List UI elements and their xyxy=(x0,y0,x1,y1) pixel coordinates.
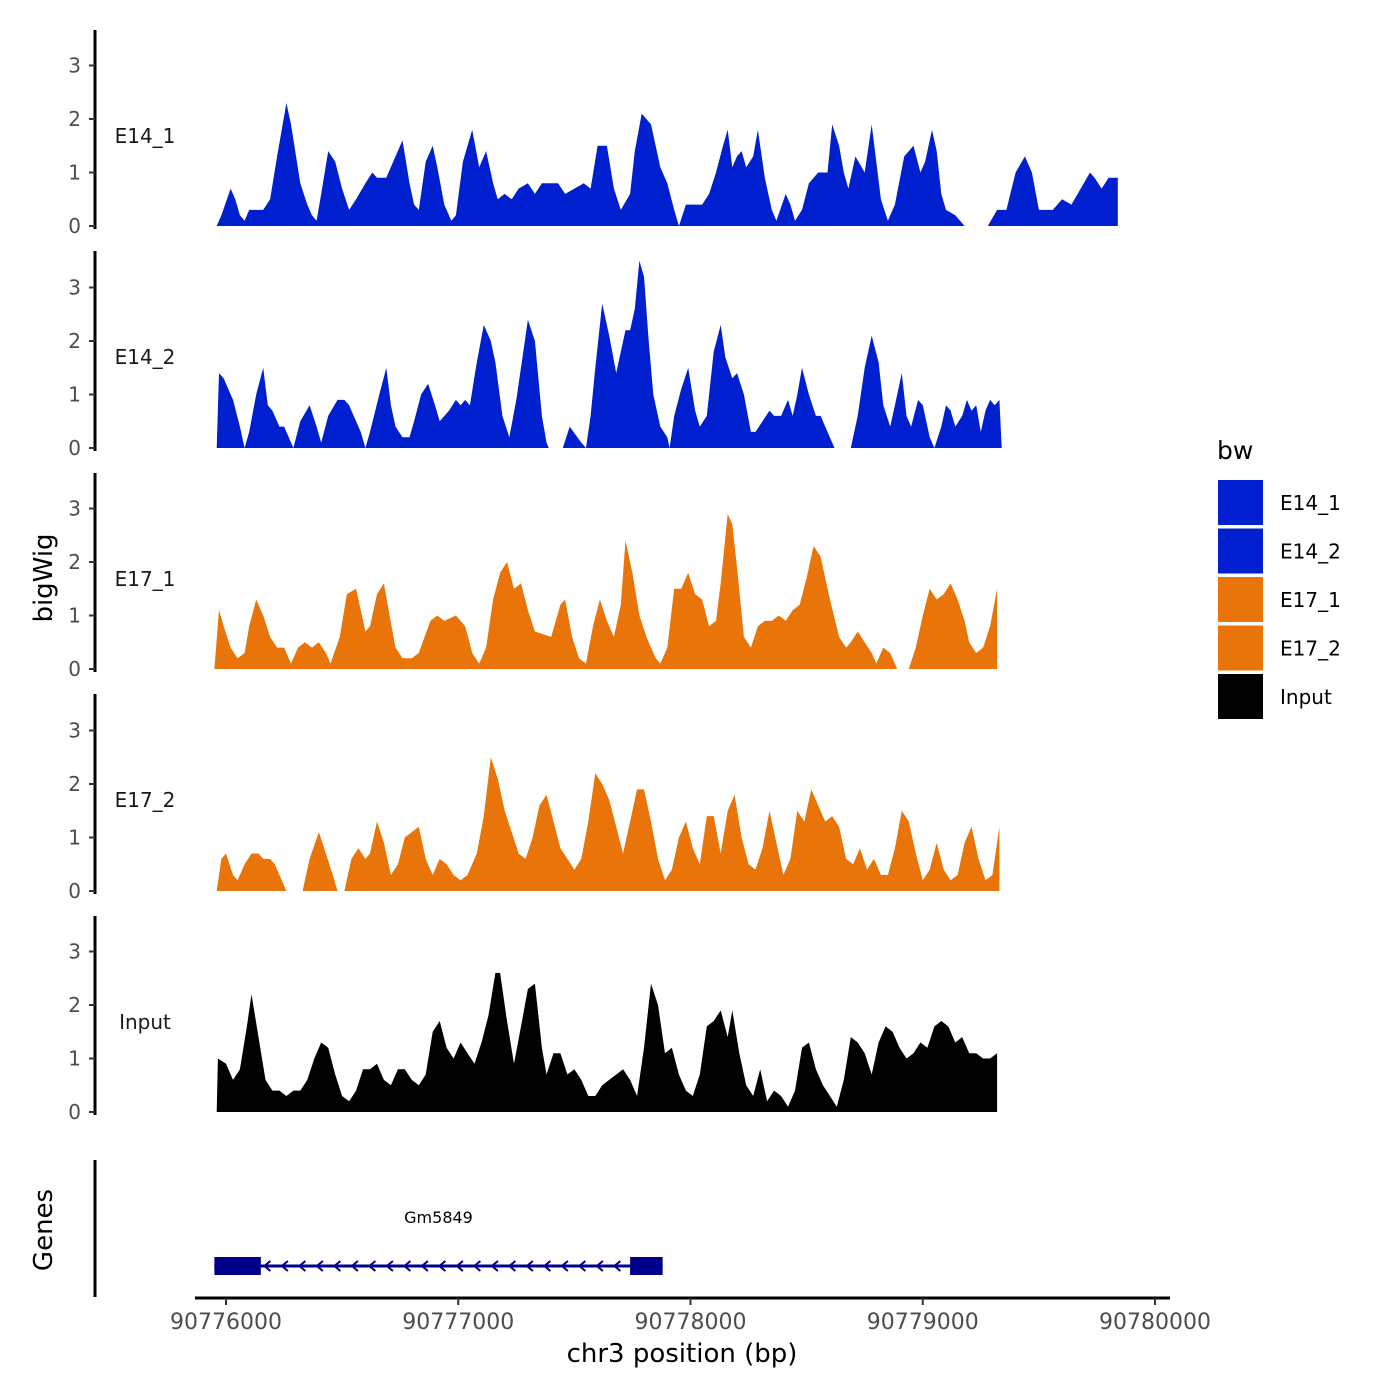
legend-swatch xyxy=(1218,480,1263,525)
y-tick-label: 1 xyxy=(68,826,81,850)
strand-arrow xyxy=(595,1260,604,1272)
genes-axis-title: Genes xyxy=(29,1189,59,1271)
y-tick-label: 3 xyxy=(68,940,81,964)
legend-label: E17_1 xyxy=(1280,588,1341,612)
x-tick-label: 90777000 xyxy=(402,1310,514,1335)
gene-exon xyxy=(214,1257,261,1275)
strand-arrow xyxy=(455,1260,464,1272)
strand-arrow xyxy=(262,1260,272,1272)
legend-swatch xyxy=(1218,577,1263,622)
strand-arrow xyxy=(420,1260,429,1272)
y-tick-label: 2 xyxy=(68,550,81,574)
strand-arrow xyxy=(402,1260,412,1272)
x-tick-label: 90778000 xyxy=(635,1310,747,1335)
x-tick-label: 90780000 xyxy=(1099,1310,1211,1335)
strand-arrow xyxy=(297,1260,307,1272)
x-axis: 90776000 90777000 90778000 90779000 90780000 xyxy=(170,1296,1211,1335)
signal-area xyxy=(216,757,1000,891)
y-tick-label: 1 xyxy=(68,383,81,407)
x-tick-label: 90776000 xyxy=(170,1310,282,1335)
legend-label: Input xyxy=(1280,685,1332,709)
legend-swatch xyxy=(1218,674,1263,719)
gene-gm5849: Gm5849 xyxy=(214,1208,663,1275)
y-tick-label: 1 xyxy=(68,1047,81,1071)
signal-area xyxy=(214,513,998,669)
y-tick-label: 3 xyxy=(68,276,81,300)
y-tick-label: 2 xyxy=(68,329,81,353)
track-e14-1: 0 1 2 3 E14_1 xyxy=(68,30,1118,238)
signal-area xyxy=(216,972,998,1112)
track-e17-2: 0 1 2 3 E17_2 xyxy=(68,694,1000,903)
strand-arrow xyxy=(350,1260,359,1272)
genes-track: Gm5849 xyxy=(93,1160,663,1297)
signal-area xyxy=(216,103,1118,226)
strand-arrow xyxy=(437,1260,447,1272)
y-tick-label: 0 xyxy=(68,436,81,460)
strand-arrow xyxy=(332,1260,342,1272)
legend-swatch xyxy=(1218,625,1263,671)
y-tick-label: 1 xyxy=(68,161,81,185)
strand-arrow xyxy=(525,1260,534,1272)
track-label: E14_2 xyxy=(115,345,176,369)
y-tick-label: 3 xyxy=(68,719,81,743)
signal-area xyxy=(216,260,1002,448)
strand-arrow xyxy=(490,1260,499,1272)
y-tick-label: 0 xyxy=(68,1100,81,1124)
track-e17-1: 0 1 2 3 E17_1 xyxy=(68,473,998,681)
strand-arrow xyxy=(612,1260,622,1272)
strand-arrow xyxy=(507,1260,517,1272)
x-tick-label: 90779000 xyxy=(867,1310,979,1335)
strand-arrow xyxy=(315,1260,324,1272)
y-tick-label: 3 xyxy=(68,54,81,78)
legend-label: E14_2 xyxy=(1280,540,1341,564)
track-label: E14_1 xyxy=(115,124,176,148)
track-label: E17_2 xyxy=(115,788,176,812)
strand-arrow xyxy=(577,1260,587,1272)
strand-arrow xyxy=(472,1260,482,1272)
strand-arrow xyxy=(280,1260,289,1272)
gene-exon xyxy=(630,1257,663,1275)
bigwig-tracks: 0 1 2 3 E14_1 0 1 2 3 E14_2 0 1 2 3 E17_1 0 1 2 3 E17_2 0 1 2 3… xyxy=(68,30,1118,1124)
track-label: E17_1 xyxy=(115,567,176,591)
strand-arrow xyxy=(367,1260,377,1272)
legend-swatch xyxy=(1218,528,1263,574)
y-tick-label: 0 xyxy=(68,214,81,238)
x-axis-title: chr3 position (bp) xyxy=(567,1339,798,1369)
y-tick-label: 1 xyxy=(68,604,81,628)
legend-label: E14_1 xyxy=(1280,491,1341,515)
track-e14-2: 0 1 2 3 E14_2 xyxy=(68,251,1002,460)
y-tick-label: 0 xyxy=(68,657,81,681)
legend: bw E14_1 E14_2 E17_1 E17_2 Input xyxy=(1217,436,1341,719)
legend-title: bw xyxy=(1217,436,1253,465)
y-tick-label: 2 xyxy=(68,993,81,1017)
strand-arrow xyxy=(542,1260,552,1272)
track-input: 0 1 2 3 Input xyxy=(68,916,998,1124)
y-axis-title: bigWig xyxy=(29,533,59,622)
gene-label: Gm5849 xyxy=(404,1208,473,1227)
y-tick-label: 0 xyxy=(68,879,81,903)
strand-arrow xyxy=(560,1260,569,1272)
strand-arrow xyxy=(385,1260,394,1272)
track-label: Input xyxy=(119,1010,171,1034)
y-tick-label: 2 xyxy=(68,107,81,131)
legend-label: E17_2 xyxy=(1280,637,1341,661)
y-tick-label: 2 xyxy=(68,772,81,796)
y-tick-label: 3 xyxy=(68,497,81,521)
